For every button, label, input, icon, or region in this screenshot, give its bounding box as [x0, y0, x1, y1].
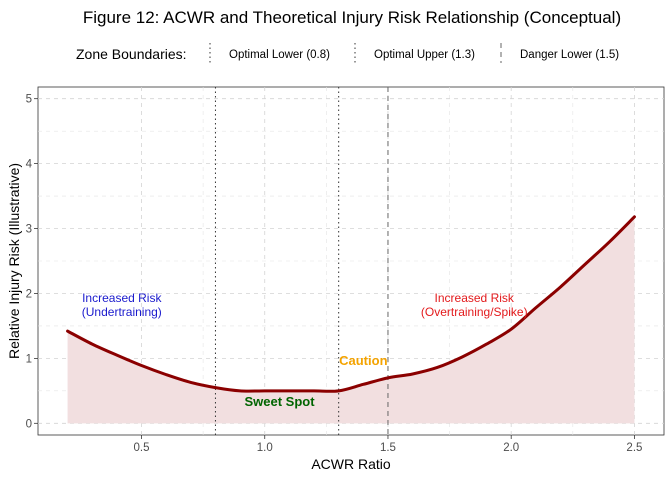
x-tick-label-2: 1.5 [380, 442, 396, 454]
x-tick-label-1: 1.0 [257, 442, 273, 454]
y-tick-label-4: 4 [26, 159, 33, 171]
y-axis-label: Relative Injury Risk (Illustrative) [6, 163, 22, 359]
zone-legend: Zone Boundaries: Optimal Lower (0.8) Opti… [76, 43, 619, 63]
y-tick-label-2: 2 [26, 288, 32, 300]
y-tick-label-0: 0 [26, 418, 32, 430]
legend-items: Optimal Lower (0.8) Optimal Upper (1.3) Da… [210, 43, 619, 63]
annotation-2: Caution [339, 353, 387, 368]
x-tick-label-0: 0.5 [134, 442, 150, 454]
y-tick-label-3: 3 [26, 224, 32, 236]
y-tick-label-5: 5 [26, 94, 32, 106]
legend-title: Zone Boundaries: [76, 46, 187, 62]
annotation-3: Sweet Spot [244, 394, 315, 409]
annotation-1: Increased Risk (Overtraining/Spike) [421, 291, 528, 319]
x-tick-label-3: 2.0 [503, 442, 519, 454]
chart-title: Figure 12: ACWR and Theoretical Injury R… [83, 8, 621, 27]
annotation-0: Increased Risk (Undertraining) [82, 291, 163, 319]
x-tick-label-4: 2.5 [626, 442, 642, 454]
legend-label-2: Danger Lower (1.5) [520, 49, 619, 61]
y-tick-label-1: 1 [26, 353, 32, 365]
legend-label-1: Optimal Upper (1.3) [374, 49, 475, 61]
legend-label-0: Optimal Lower (0.8) [229, 49, 330, 61]
x-axis-label: ACWR Ratio [311, 456, 391, 472]
